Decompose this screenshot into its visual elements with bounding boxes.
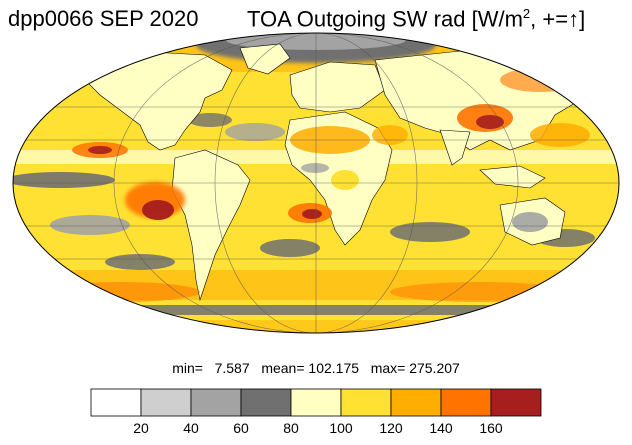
- map-outline: [12, 32, 620, 334]
- namibia-core: [302, 209, 322, 219]
- colorbar-tick-label: 20: [133, 420, 149, 436]
- colorbar-tick-label: 80: [283, 420, 299, 436]
- clear-sky-north-pacific: [13, 172, 115, 188]
- title-right-end: ]: [579, 6, 586, 32]
- graticule: [13, 33, 619, 333]
- max-label: max=: [370, 360, 406, 376]
- colorbar-swatch: [440, 388, 492, 417]
- mean-value: 102.175: [308, 360, 360, 376]
- up-arrow-icon: ↑: [568, 6, 580, 32]
- colorbar-swatch: [190, 388, 242, 417]
- colorbar-tick-label: 100: [329, 420, 353, 436]
- clear-sky-north-atlantic: [188, 113, 232, 127]
- clear-sky-south-pacific: [105, 254, 175, 270]
- colorbar-tick-label: 160: [479, 420, 503, 436]
- title-left: dpp0066 SEP 2020: [8, 6, 199, 31]
- colorbar-swatch: [490, 388, 542, 417]
- mean-label: mean=: [261, 360, 305, 376]
- colorbar-swatch: [390, 388, 442, 417]
- clear-sky-tropical-pacific: [50, 215, 130, 235]
- india: [439, 129, 471, 166]
- title-right-tail: , +=: [530, 6, 569, 32]
- west-pacific-convection: [530, 123, 590, 147]
- max-value: 275.207: [409, 360, 460, 376]
- north-pacific-core: [88, 146, 112, 154]
- min-value: 7.587: [214, 360, 250, 376]
- congo-dark: [331, 170, 359, 190]
- summary-stats: min= 7.587 mean= 102.175 max= 275.207: [0, 360, 632, 376]
- colorbar-swatch: [240, 388, 292, 417]
- peru-stratocumulus: [142, 200, 174, 220]
- clear-sky-atlantic: [225, 123, 285, 141]
- tibet-core: [476, 115, 504, 129]
- colorbar-swatch: [90, 388, 142, 417]
- colorbar-swatch: [140, 388, 192, 417]
- min-label: min=: [172, 360, 203, 376]
- colorbar-swatch: [340, 388, 392, 417]
- australia-grey: [512, 212, 548, 232]
- europe: [289, 61, 386, 113]
- colorbar-tick-label: 120: [379, 420, 403, 436]
- colorbar-swatch: [290, 388, 342, 417]
- colorbar-tick-label: 140: [429, 420, 453, 436]
- north-america: [84, 51, 233, 151]
- clear-sky-south-atlantic: [260, 239, 320, 257]
- colorbar-tick-label: 60: [233, 420, 249, 436]
- title-unit-exponent: 2: [522, 6, 531, 21]
- sahel-grey: [301, 163, 329, 173]
- colorbar-tick-label: 40: [183, 420, 199, 436]
- title-right: TOA Outgoing SW rad [W/m2, +=↑]: [247, 6, 585, 32]
- title-right-main: TOA Outgoing SW rad [W/m: [247, 6, 523, 32]
